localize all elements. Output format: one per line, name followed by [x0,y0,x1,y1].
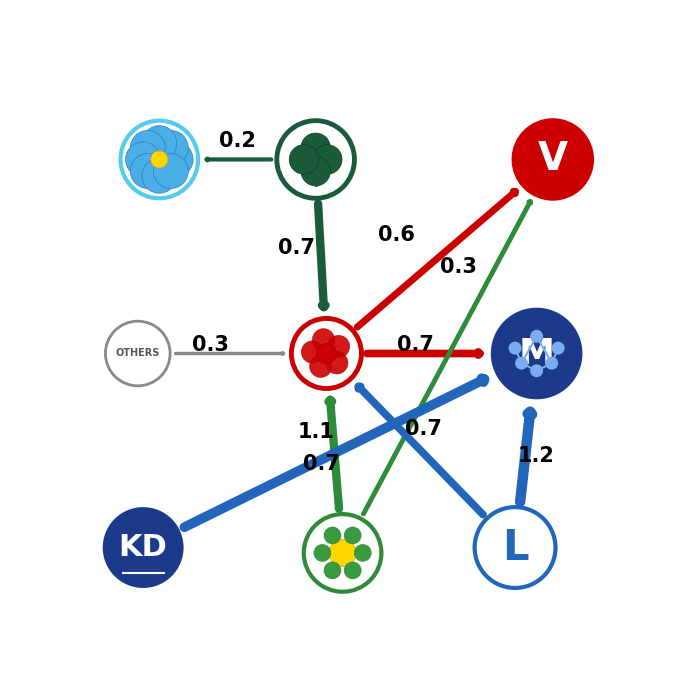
Circle shape [354,545,371,561]
Circle shape [328,335,350,358]
Circle shape [130,153,165,188]
Circle shape [326,351,348,374]
Circle shape [158,142,193,177]
Text: KD: KD [119,533,167,562]
Circle shape [120,120,198,198]
Circle shape [142,158,177,193]
Text: L: L [502,526,528,568]
Circle shape [103,507,183,588]
Text: V: V [538,141,568,178]
Text: 0.7: 0.7 [279,239,315,258]
Circle shape [289,145,318,174]
Circle shape [344,527,361,544]
Circle shape [314,545,331,561]
Circle shape [324,562,341,579]
Circle shape [552,342,565,355]
Circle shape [491,308,582,399]
Text: 0.3: 0.3 [192,335,229,356]
Circle shape [475,507,556,588]
Circle shape [514,120,592,198]
Circle shape [276,120,354,198]
Text: 0.3: 0.3 [440,258,477,277]
Text: 0.7: 0.7 [302,454,340,474]
Text: 1.1: 1.1 [298,421,334,442]
Text: 0.6: 0.6 [378,225,415,245]
Circle shape [130,130,165,165]
Circle shape [106,321,170,386]
Circle shape [312,328,335,351]
Circle shape [312,145,342,174]
Circle shape [545,357,558,370]
Text: 0.7: 0.7 [397,335,434,356]
Circle shape [316,344,336,363]
Circle shape [125,142,160,177]
Circle shape [515,357,528,370]
Circle shape [150,151,168,168]
Text: 1.2: 1.2 [518,446,555,466]
Circle shape [142,126,177,160]
Circle shape [530,330,543,343]
Circle shape [309,355,332,377]
Circle shape [153,130,188,165]
Circle shape [153,153,188,188]
Circle shape [329,539,356,566]
Circle shape [301,133,330,162]
Circle shape [530,364,543,377]
Circle shape [301,341,323,363]
Circle shape [301,156,330,186]
Text: 0.2: 0.2 [219,131,256,150]
Circle shape [304,514,382,592]
Circle shape [509,342,522,355]
Text: OTHERS: OTHERS [116,349,160,358]
Circle shape [344,562,361,579]
Circle shape [291,318,361,388]
Text: M: M [519,337,554,370]
Circle shape [324,527,341,544]
Text: 0.7: 0.7 [405,419,442,439]
